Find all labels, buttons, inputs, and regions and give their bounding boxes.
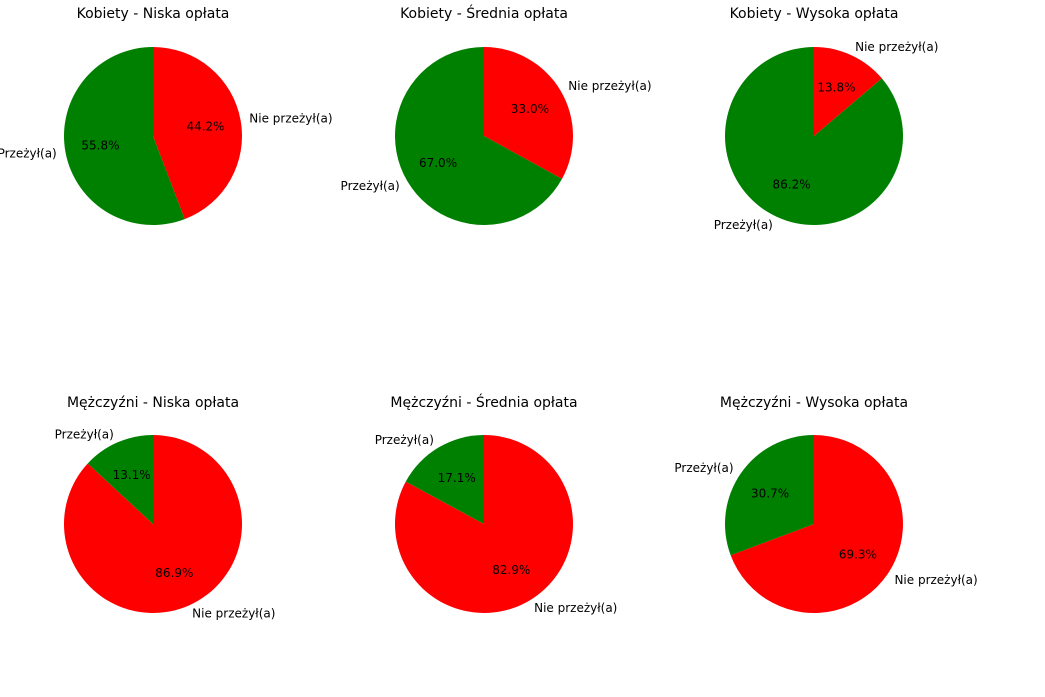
pie-chart-5: Mężczyźni - Średnia opłata 82.9% Nie przeż… [375,393,618,615]
pie-chart-2: Kobiety - Średnia opłata 33.0% Nie przeżył… [341,4,652,225]
pie-pct-label: 17.1% [438,471,476,485]
pie-slice-died [730,435,904,613]
pie-pct-label: 30.7% [751,487,789,501]
pie-category-label: Przeżył(a) [341,179,400,193]
pie-pct-label: 82.9% [492,563,530,577]
pie-chart-1: Kobiety - Niska opłata 44.2% Nie przeżył(a… [0,6,333,225]
chart-title: Kobiety - Wysoka opłata [730,6,899,22]
pie-category-label: Przeżył(a) [375,433,434,447]
chart-title: Mężczyźni - Średnia opłata [390,393,577,411]
pie-slice-died [814,47,882,136]
pie-category-label: Nie przeżył(a) [894,573,977,587]
pie-category-label: Nie przeżył(a) [568,79,651,93]
chart-title: Mężczyźni - Niska opłata [67,395,239,411]
pie-category-label: Nie przeżył(a) [192,607,275,621]
chart-title: Kobiety - Średnia opłata [400,4,568,22]
pie-slice-survived [395,46,562,225]
pie-pct-label: 33.0% [511,102,549,116]
pie-pct-label: 86.2% [773,177,811,191]
pie-pct-label: 67.0% [419,156,457,170]
pie-slice-survived [725,435,814,556]
pie-chart-4: Mężczyźni - Niska opłata 86.9% Nie przeżył… [55,395,276,621]
pie-slice-survived [405,435,484,524]
pie-pct-label: 44.2% [186,119,224,133]
pie-slice-survived [64,47,185,225]
pie-category-label: Przeżył(a) [0,147,57,161]
pie-slice-survived [725,47,903,225]
pie-chart-6: Mężczyźni - Wysoka opłata 69.3% Nie przeży… [674,395,978,613]
pie-slice-died [64,435,243,614]
pie-pct-label: 69.3% [839,547,877,561]
pie-category-label: Nie przeżył(a) [534,601,617,615]
pie-category-label: Przeżył(a) [55,427,114,441]
chart-title: Kobiety - Niska opłata [77,6,230,22]
pie-slice-died [484,47,573,179]
pie-category-label: Przeżył(a) [674,461,733,475]
pie-pct-label: 86.9% [155,566,193,580]
pie-category-label: Przeżył(a) [714,218,773,232]
pie-category-label: Nie przeżył(a) [249,111,332,125]
pie-pct-label: 13.8% [817,81,855,95]
pie-pct-label: 55.8% [81,139,119,153]
pie-category-label: Nie przeżył(a) [855,40,938,54]
chart-title: Mężczyźni - Wysoka opłata [720,395,908,411]
pie-chart-3: Kobiety - Wysoka opłata 13.8% Nie przeżył(… [714,6,939,232]
pie-pct-label: 13.1% [113,468,151,482]
pie-slice-died [153,47,242,220]
pie-slice-survived [87,435,153,524]
